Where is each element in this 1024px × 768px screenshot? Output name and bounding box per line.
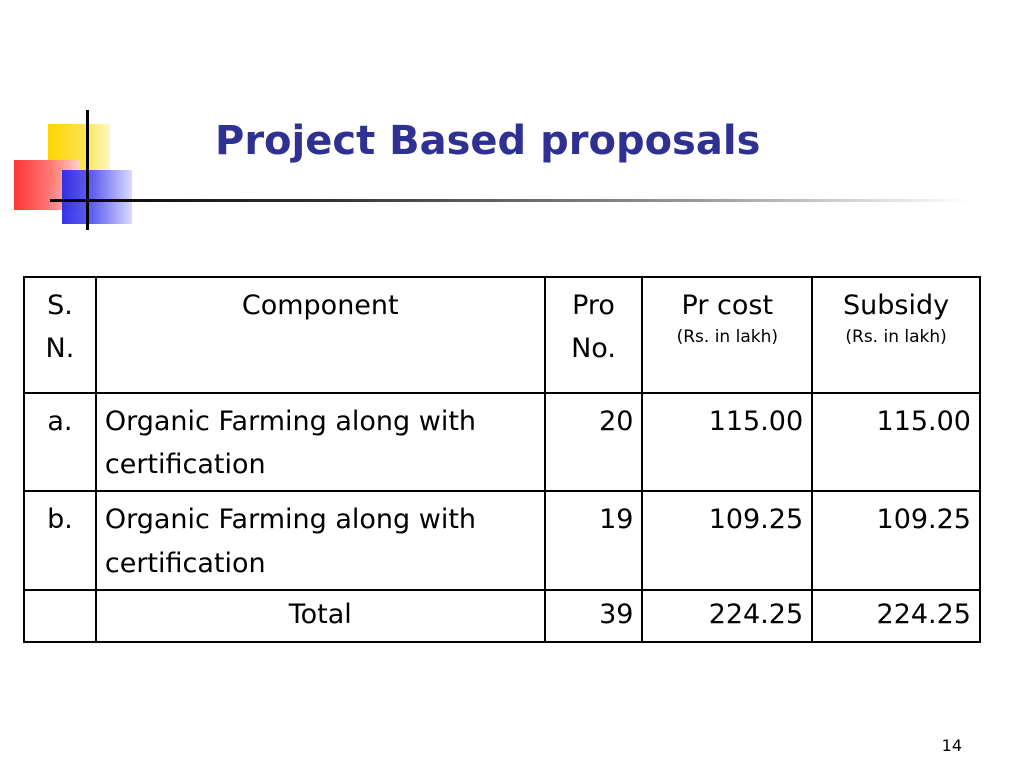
row-sn: a. — [23, 391, 97, 493]
total-sn-empty — [23, 588, 97, 643]
header-component: Component — [94, 276, 546, 394]
page-number: 14 — [941, 736, 962, 755]
title-underline — [50, 199, 970, 202]
total-label: Total — [94, 588, 546, 643]
header-pr-cost: Pr cost (Rs. in lakh) — [641, 276, 814, 394]
row-sn: b. — [23, 490, 97, 591]
row-subsidy: 115.00 — [811, 391, 981, 493]
title-decoration — [0, 0, 180, 240]
row-pr-cost: 109.25 — [641, 490, 814, 591]
row-pro-no: 20 — [543, 391, 644, 493]
pr-cost-unit: (Rs. in lakh) — [676, 327, 778, 348]
row-pro-no: 19 — [543, 490, 644, 591]
table-row: a. Organic Farming along with certificat… — [23, 391, 981, 493]
slide-title: Project Based proposals — [215, 118, 761, 164]
row-component: Organic Farming along with certification — [94, 391, 546, 493]
row-component: Organic Farming along with certification — [94, 490, 546, 591]
total-subsidy: 224.25 — [811, 588, 981, 643]
vertical-rule — [86, 110, 89, 230]
subsidy-unit: (Rs. in lakh) — [845, 327, 947, 348]
table-total-row: Total 39 224.25 224.25 — [23, 588, 981, 643]
blue-square-decoration — [62, 170, 132, 224]
row-pr-cost: 115.00 — [641, 391, 814, 493]
proposals-table: S. N. Component Pro No. Pr cost (Rs. in … — [23, 276, 981, 643]
header-subsidy: Subsidy (Rs. in lakh) — [811, 276, 981, 394]
header-pro-no: Pro No. — [543, 276, 644, 394]
total-pr-cost: 224.25 — [641, 588, 814, 643]
table-row: b. Organic Farming along with certificat… — [23, 490, 981, 591]
row-subsidy: 109.25 — [811, 490, 981, 591]
table-header-row: S. N. Component Pro No. Pr cost (Rs. in … — [23, 276, 981, 394]
total-pro-no: 39 — [543, 588, 644, 643]
header-sn: S. N. — [23, 276, 97, 394]
